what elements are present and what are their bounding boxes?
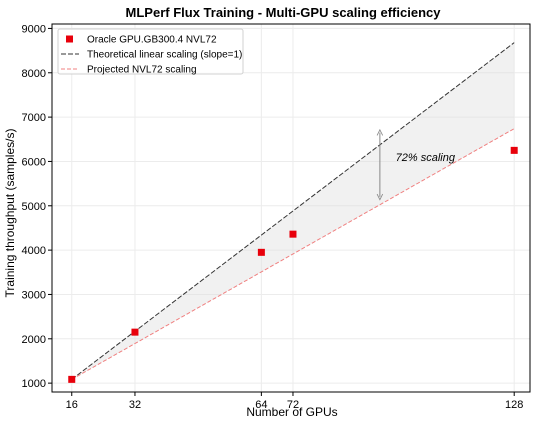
x-tick-label: 128 — [505, 399, 523, 411]
grid — [52, 24, 530, 392]
data-point — [510, 146, 518, 154]
legend-box — [57, 28, 244, 75]
y-tick-label: 7000 — [22, 112, 46, 124]
x-axis-label: Number of GPUs — [246, 405, 337, 419]
y-tick-label: 4000 — [22, 245, 46, 257]
series-lines — [71, 42, 515, 380]
y-tick-label: 9000 — [22, 23, 46, 35]
legend: Oracle GPU.GB300.4 NVL72 Theoretical line… — [57, 28, 244, 76]
series-line-2 — [71, 128, 515, 380]
x-tick-label: 72 — [287, 399, 299, 411]
data-point — [257, 248, 265, 256]
x-tick-label: 16 — [66, 399, 78, 411]
legend-entry: Projected NVL72 scaling — [87, 65, 197, 76]
data-point — [289, 230, 297, 238]
y-tick-label: 5000 — [22, 201, 46, 213]
chart-title: MLPerf Flux Training - Multi-GPU scaling… — [126, 5, 442, 20]
y-tick-label: 8000 — [22, 68, 46, 80]
axis-ticks: 16 32 64 72 128 1000 2000 3000 4000 5000 6000 7000 8… — [22, 23, 524, 411]
series-line-1 — [71, 42, 515, 380]
x-tick-label: 32 — [129, 399, 141, 411]
annotation: 72% scaling — [380, 133, 456, 197]
data-point — [68, 375, 76, 383]
legend-entry: Theoretical linear scaling (slope=1) — [87, 50, 242, 61]
y-tick-label: 6000 — [22, 156, 46, 168]
data-point — [131, 328, 139, 336]
y-tick-label: 2000 — [22, 334, 46, 346]
legend-marker — [66, 35, 73, 43]
y-tick-label: 3000 — [22, 289, 46, 301]
y-axis-label: Training throughput (samples/s) — [3, 129, 17, 298]
annotation-text: 72% scaling — [396, 152, 456, 164]
plot-frame — [51, 23, 531, 393]
legend-entry: Oracle GPU.GB300.4 NVL72 — [87, 35, 217, 46]
x-tick-label: 64 — [255, 399, 267, 411]
data-points — [68, 146, 518, 383]
y-tick-label: 1000 — [22, 378, 46, 390]
